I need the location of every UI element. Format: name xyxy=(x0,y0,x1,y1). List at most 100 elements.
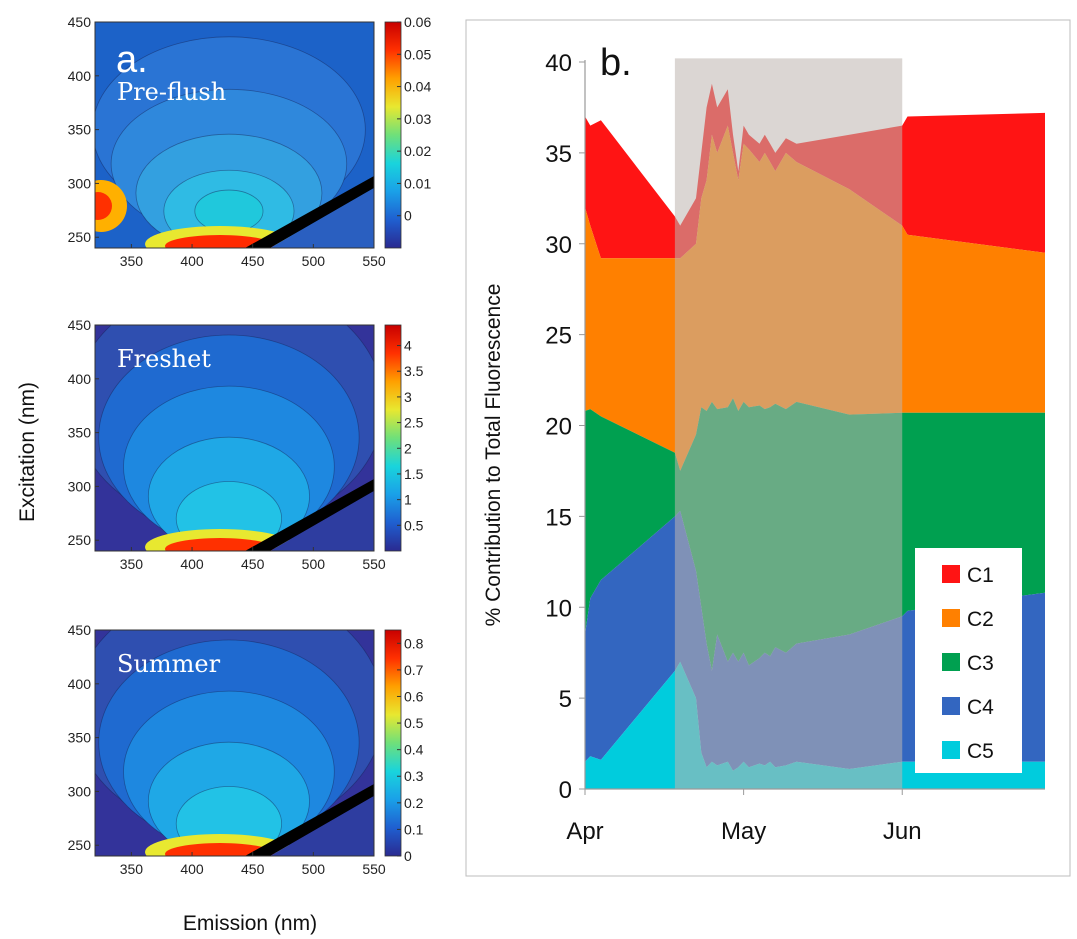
colorbar-tick-label: 0.7 xyxy=(404,662,424,678)
y-tick-label: 25 xyxy=(545,323,572,350)
colorbar-tick-label: 1 xyxy=(404,492,412,508)
y-tick-label: 300 xyxy=(68,783,92,799)
x-tick-label: 350 xyxy=(120,253,144,269)
legend-swatch-c1 xyxy=(942,565,960,583)
colorbar-tick-label: 0.6 xyxy=(404,688,424,704)
y-tick-label: 250 xyxy=(68,229,92,245)
below-scatter xyxy=(270,796,374,856)
x-tick-label: May xyxy=(721,818,766,845)
heatmap-freshet: Freshet 450 400 350 300 250 350 400 450 500 550 4 3.… xyxy=(68,317,424,572)
legend-label-c1: C1 xyxy=(967,564,994,587)
colorbar-tick-label: 3 xyxy=(404,389,412,405)
colorbar-tick-label: 0.04 xyxy=(404,79,431,95)
x-tick-label: 450 xyxy=(241,861,265,877)
heatmap-title: Pre-flush xyxy=(117,78,226,106)
scatter-band xyxy=(245,176,374,248)
x-tick-label: Apr xyxy=(566,818,603,845)
legend: C1 C2 C3 C4 C5 xyxy=(915,548,1022,773)
excitation-axis-label: Excitation (nm) xyxy=(16,382,39,522)
colorbar-tick-label: 0.06 xyxy=(404,14,431,30)
x-tick-label: 350 xyxy=(120,556,144,572)
colorbar-tick-label: 0.02 xyxy=(404,143,431,159)
legend-swatch-c3 xyxy=(942,653,960,671)
heatmap-frame xyxy=(94,324,375,552)
colorbar-tick-label: 2.5 xyxy=(404,415,424,431)
legend-swatch-c5 xyxy=(942,741,960,759)
legend-label-c5: C5 xyxy=(967,740,994,763)
contour-band xyxy=(194,189,264,233)
y-tick-label: 450 xyxy=(68,317,92,333)
y-tick-label: 400 xyxy=(68,676,92,692)
fluorescence-axis-label: % Contribution to Total Fluorescence xyxy=(482,284,505,627)
y-tick-label: 15 xyxy=(545,504,572,531)
x-tick-label: 550 xyxy=(362,556,386,572)
colorbar-tick-label: 1.5 xyxy=(404,466,424,482)
panel-a-label: a. xyxy=(116,39,148,81)
x-tick-label: 550 xyxy=(362,253,386,269)
x-tick-label: 450 xyxy=(241,556,265,572)
x-tick-label: 400 xyxy=(180,861,204,877)
colorbar-tick-label: 0.03 xyxy=(404,111,431,127)
y-tick-label: 10 xyxy=(545,595,572,622)
colorbar-tick-label: 0.1 xyxy=(404,821,424,837)
y-tick-label: 40 xyxy=(545,50,572,77)
y-tick-label: 450 xyxy=(68,622,92,638)
heatmap-frame xyxy=(94,629,375,857)
colorbar-tick-label: 0.8 xyxy=(404,635,424,651)
colorbar-tick-label: 3.5 xyxy=(404,363,424,379)
y-tick-label: 450 xyxy=(68,14,92,30)
x-tick-label: Jun xyxy=(883,818,922,845)
colorbar-tick-label: 2 xyxy=(404,440,412,456)
x-tick-label: 400 xyxy=(180,556,204,572)
heatmap-title: Summer xyxy=(117,650,221,678)
scatter-band xyxy=(245,479,374,551)
heatmap-summer: Summer 450 400 350 300 250 350 400 450 500 550 0.8 0… xyxy=(68,622,424,877)
below-scatter xyxy=(270,188,374,248)
colorbar-tick-label: 0 xyxy=(404,848,412,864)
y-tick-label: 20 xyxy=(545,414,572,441)
scatter-band xyxy=(245,784,374,856)
peak-left-core xyxy=(95,192,112,220)
legend-swatch-c2 xyxy=(942,609,960,627)
legend-label-c4: C4 xyxy=(967,696,994,719)
heatmap-frame xyxy=(94,21,375,249)
y-tick-label: 0 xyxy=(559,777,572,804)
y-tick-label: 350 xyxy=(68,122,92,138)
y-tick-label: 30 xyxy=(545,232,572,259)
colorbar-tick-label: 0.2 xyxy=(404,795,424,811)
x-tick-label: 500 xyxy=(302,556,326,572)
colorbar-tick-label: 0.4 xyxy=(404,742,424,758)
legend-box xyxy=(915,548,1022,773)
y-tick-label: 400 xyxy=(68,68,92,84)
emission-axis-label: Emission (nm) xyxy=(183,912,317,935)
heatmap-title: Freshet xyxy=(117,345,211,373)
panel-b: 0 5 10 15 20 25 30 35 40 Apr May Jun C1 C2 C3 C4 C5 b. %… xyxy=(465,19,1071,877)
colorbar-tick-label: 0 xyxy=(404,208,412,224)
x-tick-label: 500 xyxy=(302,253,326,269)
x-tick-label: 350 xyxy=(120,861,144,877)
y-tick-label: 250 xyxy=(68,532,92,548)
heatmap-pre-flush: Pre-flush 450 400 350 300 250 350 400 450 500 550 0… xyxy=(68,14,432,269)
y-tick-label: 350 xyxy=(68,425,92,441)
colorbar-tick-label: 0.05 xyxy=(404,46,431,62)
y-tick-label: 300 xyxy=(68,478,92,494)
area-chart: 0 5 10 15 20 25 30 35 40 Apr May Jun C1 C2 C3 C4 C5 xyxy=(545,50,1045,845)
legend-label-c2: C2 xyxy=(967,608,994,631)
colorbar xyxy=(384,324,402,552)
shaded-period xyxy=(674,58,903,790)
x-tick-label: 500 xyxy=(302,861,326,877)
colorbar-tick-label: 0.5 xyxy=(404,715,424,731)
x-tick-label: 400 xyxy=(180,253,204,269)
below-scatter xyxy=(270,491,374,551)
colorbar-tick-label: 0.5 xyxy=(404,517,424,533)
y-tick-label: 350 xyxy=(68,730,92,746)
colorbar-tick-label: 4 xyxy=(404,338,412,354)
y-tick-label: 5 xyxy=(559,686,572,713)
legend-label-c3: C3 xyxy=(967,652,994,675)
colorbar-tick-label: 0.01 xyxy=(404,175,431,191)
x-tick-label: 450 xyxy=(241,253,265,269)
colorbar-tick-label: 0.3 xyxy=(404,768,424,784)
y-tick-label: 400 xyxy=(68,371,92,387)
